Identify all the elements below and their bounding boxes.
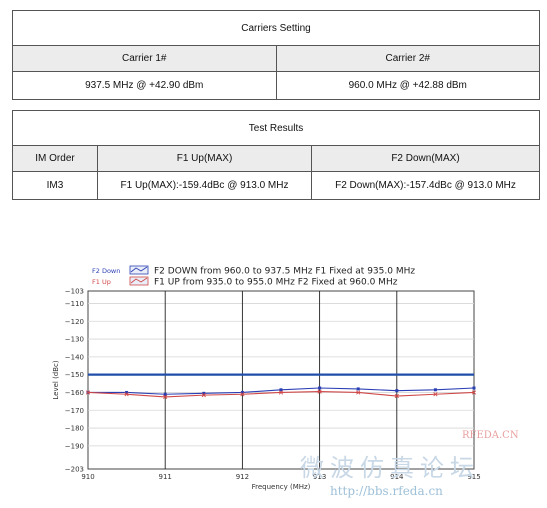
y-axis-label: Level (dBc) bbox=[52, 360, 60, 400]
intermod-chart: F2 Down F2 DOWN from 960.0 to 937.5 MHz F… bbox=[52, 265, 481, 491]
chart-grid bbox=[88, 291, 474, 469]
carrier2-value: 960.0 MHz @ +42.88 dBm bbox=[275, 71, 540, 100]
carrier2-header: Carrier 2# bbox=[275, 45, 540, 72]
x-tick-label: 910 bbox=[81, 473, 94, 481]
data-point bbox=[163, 392, 167, 396]
x-tick-label: 915 bbox=[467, 473, 480, 481]
data-point bbox=[278, 390, 284, 395]
f1-up-value: F1 Up(MAX):-159.4dBc @ 913.0 MHz bbox=[97, 171, 312, 200]
chart-ticks: −103 −110 −120 −130 −140 −150 −160 −170 −180 −190… bbox=[65, 288, 481, 482]
data-point bbox=[240, 390, 244, 394]
results-title: Test Results bbox=[12, 110, 540, 146]
legend-label: F2 DOWN from 960.0 to 937.5 MHz F1 Fixed… bbox=[154, 267, 415, 277]
data-point bbox=[279, 388, 283, 392]
data-point bbox=[201, 393, 206, 398]
x-tick-label: 913 bbox=[313, 473, 326, 481]
data-point bbox=[240, 392, 245, 397]
data-point bbox=[433, 388, 437, 392]
data-point bbox=[356, 390, 361, 395]
data-point bbox=[471, 390, 477, 395]
y-tick-label: −130 bbox=[65, 336, 84, 344]
data-point bbox=[125, 390, 129, 394]
x-tick-label: 914 bbox=[390, 473, 404, 481]
im-order-value: IM3 bbox=[12, 171, 98, 200]
carriers-title: Carriers Setting bbox=[12, 10, 540, 46]
y-tick-label: −190 bbox=[65, 442, 84, 450]
data-point bbox=[202, 391, 206, 395]
y-tick-label: −110 bbox=[65, 300, 84, 308]
legend-swatch-line bbox=[130, 266, 148, 273]
plot-area bbox=[87, 290, 475, 470]
data-point bbox=[356, 387, 360, 391]
y-tick-label: −160 bbox=[65, 389, 84, 397]
data-point bbox=[395, 389, 399, 393]
chart-series bbox=[85, 386, 477, 400]
legend-tag: F1 Up bbox=[92, 278, 111, 286]
x-axis-label: Frequency (MHz) bbox=[252, 483, 311, 491]
legend-swatch-line bbox=[130, 277, 148, 284]
f1-up-header: F1 Up(MAX) bbox=[97, 145, 312, 172]
data-point bbox=[124, 392, 129, 397]
x-tick-label: 912 bbox=[236, 473, 249, 481]
im-order-header: IM Order bbox=[12, 145, 98, 172]
test-results-table: Test Results IM Order F1 Up(MAX) F2 Down… bbox=[12, 110, 540, 200]
data-point bbox=[472, 386, 476, 390]
data-point bbox=[163, 394, 168, 400]
chart-legend: F2 Down F2 DOWN from 960.0 to 937.5 MHz F… bbox=[92, 265, 415, 288]
data-point bbox=[85, 390, 91, 395]
data-point bbox=[317, 389, 322, 394]
y-tick-label: −140 bbox=[65, 353, 84, 361]
y-tick-label: −203 bbox=[65, 466, 84, 474]
y-tick-label: −103 bbox=[65, 288, 84, 296]
y-tick-label: −170 bbox=[65, 407, 84, 415]
data-point bbox=[394, 393, 399, 399]
carriers-setting-table: Carriers Setting Carrier 1# Carrier 2# 9… bbox=[12, 10, 540, 100]
f2-down-header: F2 Down(MAX) bbox=[311, 145, 540, 172]
y-tick-label: −120 bbox=[65, 318, 84, 326]
data-point bbox=[433, 392, 438, 397]
f2-down-value: F2 Down(MAX):-157.4dBc @ 913.0 MHz bbox=[311, 171, 540, 200]
x-tick-label: 911 bbox=[159, 473, 172, 481]
carrier1-header: Carrier 1# bbox=[12, 45, 277, 72]
y-tick-label: −150 bbox=[65, 371, 84, 379]
carrier1-value: 937.5 MHz @ +42.90 dBm bbox=[12, 71, 277, 100]
legend-label: F1 UP from 935.0 to 955.0 MHz F2 Fixed a… bbox=[154, 278, 398, 288]
legend-tag: F2 Down bbox=[92, 267, 120, 275]
data-point bbox=[318, 386, 322, 390]
y-tick-label: −180 bbox=[65, 425, 84, 433]
